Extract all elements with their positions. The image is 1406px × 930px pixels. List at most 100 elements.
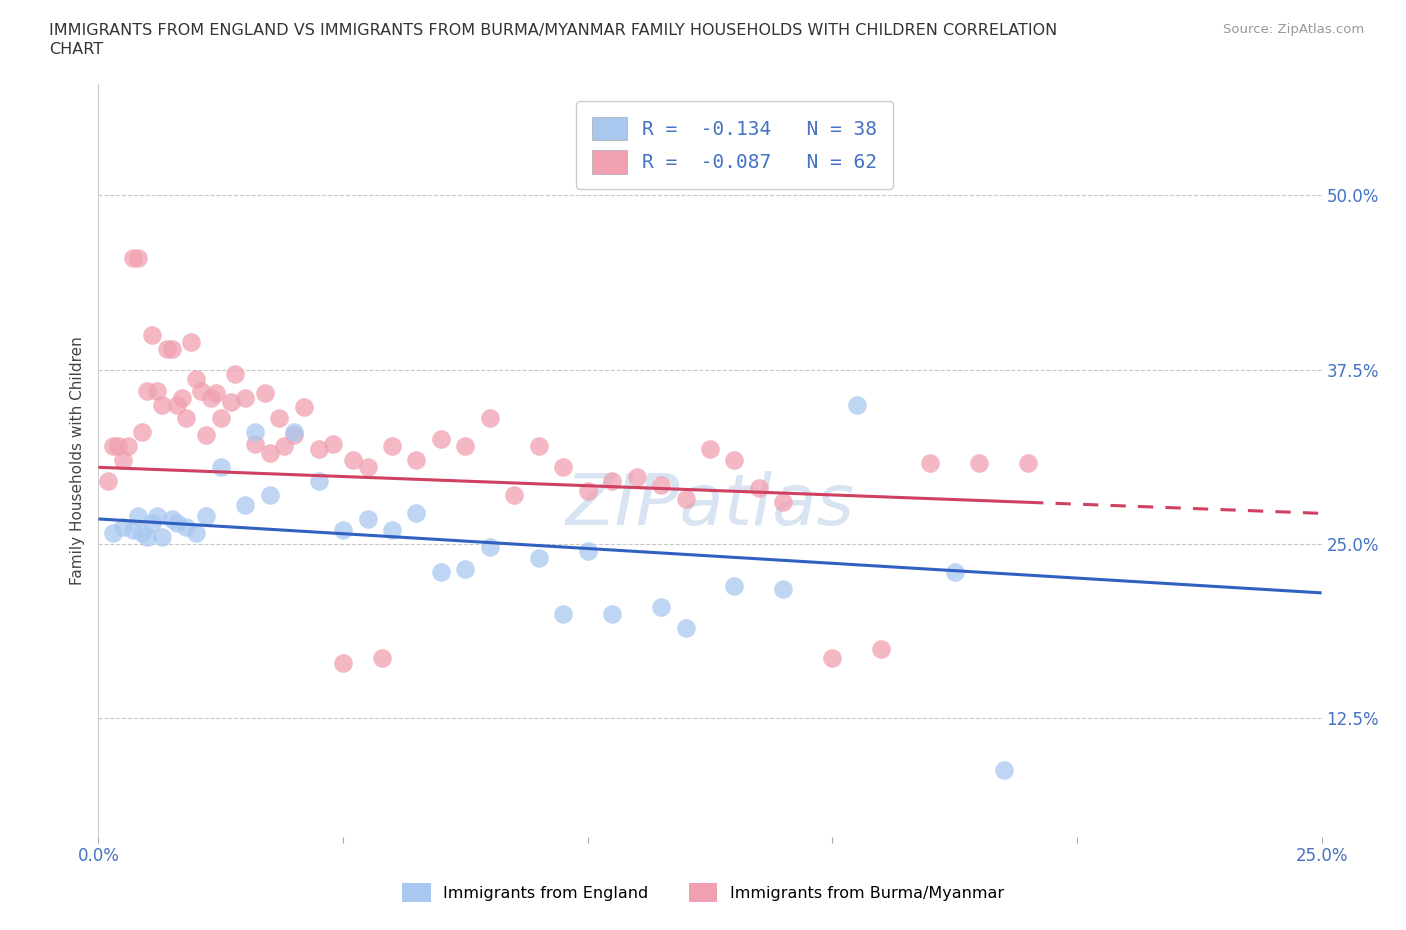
Point: [136, 529, 159, 544]
Point: [195, 509, 218, 524]
Point: [576, 484, 599, 498]
Point: [186, 372, 208, 387]
Point: [146, 383, 169, 398]
Point: [127, 509, 149, 524]
Point: [332, 523, 354, 538]
Point: [209, 411, 232, 426]
Point: [723, 578, 745, 593]
Point: [180, 334, 202, 349]
Text: CHART: CHART: [49, 42, 103, 57]
Point: [576, 543, 599, 558]
Y-axis label: Family Households with Children: Family Households with Children: [69, 336, 84, 585]
Point: [121, 250, 143, 266]
Point: [308, 474, 330, 489]
Point: [269, 411, 291, 426]
Point: [503, 487, 526, 502]
Point: [131, 525, 153, 540]
Point: [600, 474, 623, 489]
Point: [136, 383, 159, 398]
Point: [141, 327, 163, 342]
Point: [405, 453, 427, 468]
Point: [195, 428, 218, 443]
Point: [527, 439, 550, 454]
Point: [845, 397, 868, 412]
Point: [150, 529, 173, 544]
Point: [186, 525, 208, 540]
Point: [405, 506, 427, 521]
Point: [141, 515, 163, 530]
Point: [454, 439, 477, 454]
Legend: R =  -0.134   N = 38, R =  -0.087   N = 62: R = -0.134 N = 38, R = -0.087 N = 62: [576, 101, 893, 189]
Text: Source: ZipAtlas.com: Source: ZipAtlas.com: [1223, 23, 1364, 36]
Point: [209, 459, 232, 474]
Point: [356, 512, 378, 526]
Point: [675, 620, 697, 635]
Point: [190, 383, 212, 398]
Point: [176, 411, 198, 426]
Point: [478, 539, 501, 554]
Point: [967, 456, 990, 471]
Point: [292, 400, 315, 415]
Point: [1017, 456, 1039, 471]
Point: [553, 459, 575, 474]
Point: [920, 456, 942, 471]
Point: [308, 442, 330, 457]
Point: [553, 606, 575, 621]
Point: [166, 515, 188, 530]
Point: [430, 432, 453, 446]
Point: [283, 425, 305, 440]
Point: [454, 562, 477, 577]
Point: [356, 459, 378, 474]
Point: [675, 492, 697, 507]
Point: [342, 453, 364, 468]
Point: [176, 520, 198, 535]
Point: [146, 509, 169, 524]
Point: [111, 520, 134, 535]
Point: [650, 478, 672, 493]
Point: [626, 470, 648, 485]
Point: [430, 565, 453, 579]
Point: [943, 565, 966, 579]
Point: [243, 436, 266, 451]
Point: [101, 525, 124, 540]
Point: [219, 394, 242, 409]
Point: [322, 436, 344, 451]
Point: [381, 523, 404, 538]
Point: [97, 474, 120, 489]
Point: [748, 481, 770, 496]
Point: [131, 425, 153, 440]
Point: [101, 439, 124, 454]
Point: [273, 439, 295, 454]
Point: [259, 445, 281, 460]
Point: [283, 428, 305, 443]
Text: IMMIGRANTS FROM ENGLAND VS IMMIGRANTS FROM BURMA/MYANMAR FAMILY HOUSEHOLDS WITH : IMMIGRANTS FROM ENGLAND VS IMMIGRANTS FR…: [49, 23, 1057, 38]
Point: [600, 606, 623, 621]
Point: [699, 442, 721, 457]
Point: [650, 600, 672, 615]
Point: [107, 439, 129, 454]
Point: [870, 642, 893, 657]
Point: [233, 498, 256, 512]
Point: [381, 439, 404, 454]
Point: [150, 397, 173, 412]
Point: [121, 523, 143, 538]
Point: [160, 512, 183, 526]
Point: [111, 453, 134, 468]
Point: [166, 397, 188, 412]
Point: [332, 655, 354, 670]
Point: [772, 495, 794, 510]
Point: [243, 425, 266, 440]
Point: [233, 391, 256, 405]
Text: ZIPatlas: ZIPatlas: [565, 472, 855, 540]
Point: [259, 487, 281, 502]
Point: [170, 391, 193, 405]
Point: [117, 439, 139, 454]
Point: [160, 341, 183, 356]
Point: [527, 551, 550, 565]
Point: [821, 651, 844, 666]
Point: [371, 651, 394, 666]
Point: [723, 453, 745, 468]
Legend: Immigrants from England, Immigrants from Burma/Myanmar: Immigrants from England, Immigrants from…: [395, 877, 1011, 908]
Point: [224, 366, 246, 381]
Point: [478, 411, 501, 426]
